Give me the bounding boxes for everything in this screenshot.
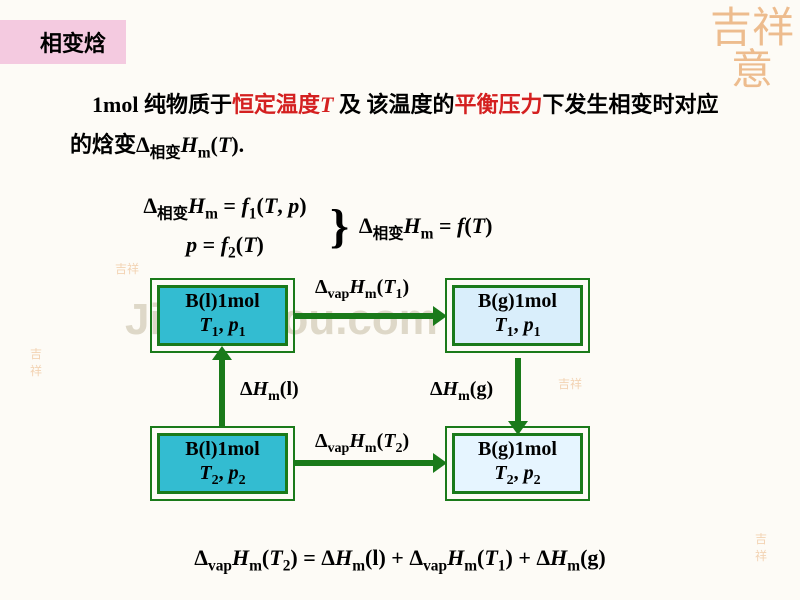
state-node-br: B(g)1molT2, p2: [445, 426, 590, 501]
arrow-line: [295, 313, 435, 319]
state-node-bl: B(l)1molT2, p2: [150, 426, 295, 501]
decoration-mark: 吉 祥: [755, 530, 767, 564]
decoration-mark: 吉 祥: [30, 345, 42, 379]
arrow-head-icon: [212, 346, 232, 360]
state-node-tr: B(g)1molT1, p1: [445, 278, 590, 353]
arrow-label: ΔHm(g): [430, 378, 493, 405]
arrow-head-icon: [433, 306, 447, 326]
arrow-label: ΔvapHm(T1): [315, 276, 409, 303]
brace-icon: }: [330, 203, 349, 251]
arrow-label: ΔHm(l): [240, 378, 299, 405]
decoration-mark: 吉祥: [558, 375, 582, 392]
hess-cycle-diagram: B(l)1molT1, p1 B(g)1molT1, p1 B(l)1molT2, …: [150, 278, 610, 518]
intro-paragraph: 1mol 纯物质于恒定温度T 及 该温度的平衡压力下发生相变时对应的焓变Δ相变H…: [70, 85, 740, 167]
eq-left-2: p = f2(T): [130, 227, 320, 266]
decoration-mark: 吉祥: [115, 260, 139, 277]
arrow-label: ΔvapHm(T2): [315, 430, 409, 457]
arrow-line: [515, 358, 521, 423]
banner-text: 相变焓: [40, 31, 106, 56]
arrow-head-icon: [508, 421, 528, 435]
section-title-banner: 相变焓: [0, 20, 126, 64]
arrow-line: [295, 460, 435, 466]
arrow-head-icon: [433, 453, 447, 473]
eq-left-1: Δ相变Hm = f1(T, p): [130, 188, 320, 227]
state-node-tl: B(l)1molT1, p1: [150, 278, 295, 353]
eq-right: Δ相变Hm = f(T): [359, 208, 493, 247]
equation-block: Δ相变Hm = f1(T, p) p = f2(T) } Δ相变Hm = f(T…: [130, 188, 492, 266]
corner-decoration: 吉祥 意: [710, 8, 794, 92]
arrow-line: [219, 358, 225, 426]
bottom-equation: ΔvapHm(T2) = ΔHm(l) + ΔvapHm(T1) + ΔHm(g…: [0, 545, 800, 575]
